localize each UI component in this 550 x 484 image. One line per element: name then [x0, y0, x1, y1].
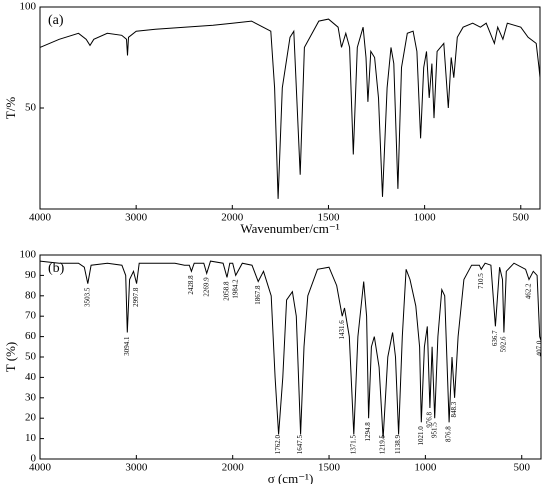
x-tick-label: 4000: [29, 212, 52, 224]
x-tick-label: 2000: [221, 212, 244, 224]
y-axis-title: T/%: [3, 97, 18, 120]
x-tick-label: 1000: [414, 462, 437, 474]
peak-label: 3503.5: [83, 287, 91, 307]
peak-label: 710.5: [477, 273, 485, 289]
peak-label: 3094.1: [123, 336, 131, 356]
peak-label: 1219.5: [379, 435, 387, 455]
plot-frame: [39, 254, 542, 460]
x-tick-label: 1500: [318, 462, 341, 474]
peak-label: 2997.8: [132, 287, 140, 307]
x-tick-label: 1000: [414, 212, 437, 224]
peak-label: 1294.8: [364, 422, 372, 442]
peak-label: 1021.0: [417, 426, 425, 446]
panel-label: (a): [48, 13, 64, 28]
x-tick-label: 4000: [29, 462, 52, 474]
y-tick-label: 100: [20, 1, 37, 13]
peak-label: 2058.8: [223, 281, 231, 301]
peak-label: 951.5: [430, 422, 438, 438]
y-tick-label: 50: [25, 102, 37, 114]
y-tick-label: 40: [25, 371, 37, 383]
peak-label: 848.3: [450, 401, 458, 417]
peak-label: 407.0: [535, 340, 543, 356]
peak-label: 1984.2: [231, 279, 239, 299]
peak-label: 2269.9: [202, 277, 210, 297]
peak-label: 462.2: [525, 283, 533, 299]
x-axis-title: Wavenumber/cm⁻¹: [240, 221, 339, 236]
peak-label: 1138.9: [394, 435, 402, 454]
spectrum-line: [39, 18, 541, 199]
peak-label: 1867.8: [254, 285, 262, 305]
panel-label: (b): [48, 261, 65, 276]
peak-label: 636.7: [491, 330, 499, 346]
x-tick-label: 1500: [317, 212, 340, 224]
x-tick-label: 3000: [125, 212, 148, 224]
y-tick-label: 80: [25, 289, 37, 301]
y-tick-label: 30: [25, 391, 37, 403]
spectrum-line: [39, 260, 542, 439]
y-tick-label: 50: [25, 351, 37, 363]
peak-label: 592.6: [499, 336, 507, 352]
peak-label: 1371.5: [349, 435, 357, 455]
y-tick-label: 20: [25, 412, 37, 424]
x-tick-label: 500: [513, 462, 530, 474]
y-tick-label: 70: [25, 310, 37, 322]
peak-label: 1647.5: [296, 435, 304, 455]
peak-label: 1431.6: [338, 320, 346, 340]
y-axis-title: T (%): [3, 342, 18, 372]
y-tick-label: 90: [25, 269, 37, 281]
y-tick-label: 10: [25, 432, 37, 444]
y-tick-label: 0: [31, 453, 37, 465]
x-tick-label: 3000: [125, 462, 148, 474]
y-tick-label: 100: [20, 249, 37, 261]
peak-label: 976.8: [425, 412, 433, 428]
y-tick-label: 60: [25, 330, 37, 342]
x-tick-label: 2000: [222, 462, 245, 474]
peak-label: 876.8: [445, 426, 453, 442]
x-tick-label: 500: [513, 212, 530, 224]
x-axis-title: σ (cm⁻¹): [268, 471, 314, 484]
peak-label: 1762.0: [274, 435, 282, 455]
peak-label: 2428.8: [187, 275, 195, 295]
